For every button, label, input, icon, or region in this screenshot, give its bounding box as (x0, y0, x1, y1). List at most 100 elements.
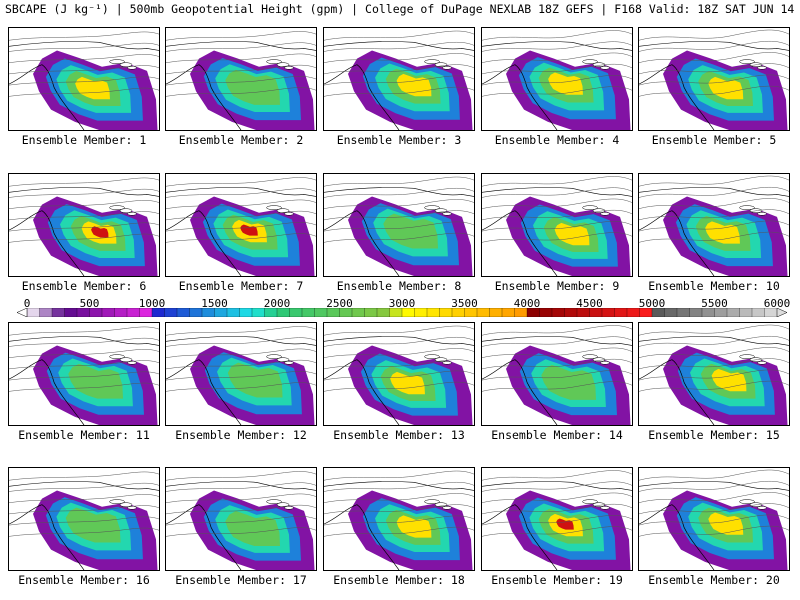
height-contour (324, 177, 474, 186)
height-contour (166, 505, 316, 514)
cape-shading (383, 213, 438, 249)
cape-shading (396, 73, 432, 97)
height-contour (166, 326, 316, 335)
ensemble-map (482, 174, 632, 276)
ensemble-panel (8, 27, 160, 131)
great-lake (285, 212, 294, 215)
colorbar-bin (101, 308, 115, 317)
ensemble-panel (165, 173, 317, 277)
ensemble-member-label: Ensemble Member: 12 (175, 428, 307, 442)
border-line (482, 187, 632, 196)
height-contour (324, 76, 474, 85)
border-line (639, 481, 789, 490)
height-contour (482, 326, 632, 336)
height-contour (639, 515, 789, 525)
great-lake (443, 212, 452, 215)
ensemble-panel (8, 173, 160, 277)
colorbar-tick-label: 4000 (513, 297, 541, 310)
great-lake (120, 209, 132, 213)
ensemble-map (324, 468, 474, 570)
coastline (324, 360, 399, 425)
height-contour (639, 359, 789, 369)
coastline (9, 505, 84, 570)
border-line (482, 41, 632, 50)
colorbar-bin (489, 308, 503, 317)
colorbar-bin (539, 308, 553, 317)
height-contour (639, 325, 789, 335)
coastline (639, 505, 714, 570)
height-contour (9, 494, 159, 502)
colorbar-bin (351, 308, 365, 317)
colorbar-bin (226, 308, 240, 317)
ensemble-panel (481, 27, 633, 131)
great-lake (601, 66, 610, 69)
border-line (324, 336, 474, 345)
height-contour (166, 338, 316, 347)
height-contour (482, 53, 632, 63)
height-contour (9, 372, 159, 380)
height-contour (9, 88, 159, 96)
height-contour (639, 526, 789, 536)
height-contour (166, 222, 316, 231)
height-contour (482, 31, 632, 41)
ensemble-map (639, 468, 789, 570)
colorbar-tick-label: 2500 (326, 297, 353, 310)
height-contour (324, 493, 474, 502)
height-contour (9, 517, 159, 525)
cape-shading (68, 363, 123, 399)
colorbar-bin (114, 308, 128, 317)
height-contour (639, 187, 789, 197)
height-contour (482, 87, 632, 97)
great-lake (267, 355, 282, 359)
ensemble-panel (165, 322, 317, 426)
height-contour (639, 52, 789, 62)
height-contour (639, 370, 789, 380)
height-contour (166, 471, 316, 480)
height-contour (639, 470, 789, 480)
height-contour (324, 505, 474, 514)
colorbar-bin (414, 308, 428, 317)
height-contour (639, 336, 789, 346)
height-contour (639, 75, 789, 85)
height-contour (482, 210, 632, 220)
height-contour (482, 188, 632, 198)
ensemble-member-label: Ensemble Member: 1 (21, 133, 147, 147)
cape-shading (225, 69, 280, 105)
ensemble-panel (323, 322, 475, 426)
border-line (166, 41, 316, 50)
colorbar-bin (739, 308, 753, 317)
colorbar-bin (239, 308, 253, 317)
great-lake (110, 355, 125, 359)
height-contour (324, 382, 474, 391)
colorbar-tick-label: 3500 (451, 297, 478, 310)
border-line (9, 41, 159, 50)
ensemble-member-label: Ensemble Member: 4 (494, 133, 620, 147)
ensemble-member-label: Ensemble Member: 9 (494, 279, 620, 293)
height-contour (482, 482, 632, 492)
great-lake (285, 66, 294, 69)
colorbar-bin (601, 308, 615, 317)
ensemble-panel (323, 467, 475, 571)
height-contour (9, 200, 159, 208)
colorbar-bin (301, 308, 315, 317)
colorbar-tick-label: 0 (23, 297, 31, 310)
coastline (9, 65, 84, 130)
height-contour (482, 527, 632, 537)
height-contour (166, 211, 316, 220)
great-lake (758, 66, 767, 69)
height-contour (639, 492, 789, 502)
height-contour (639, 176, 789, 186)
cape-shading (705, 221, 740, 244)
height-contour (166, 65, 316, 74)
height-contour (9, 506, 159, 514)
height-contour (639, 30, 789, 40)
coastline (324, 505, 399, 570)
height-contour (9, 472, 159, 480)
border-line (166, 481, 316, 490)
height-contour (482, 337, 632, 347)
great-lake (443, 66, 452, 69)
height-contour (639, 41, 789, 51)
height-contour (482, 382, 632, 392)
great-lake (601, 506, 610, 509)
great-lake (120, 63, 132, 67)
